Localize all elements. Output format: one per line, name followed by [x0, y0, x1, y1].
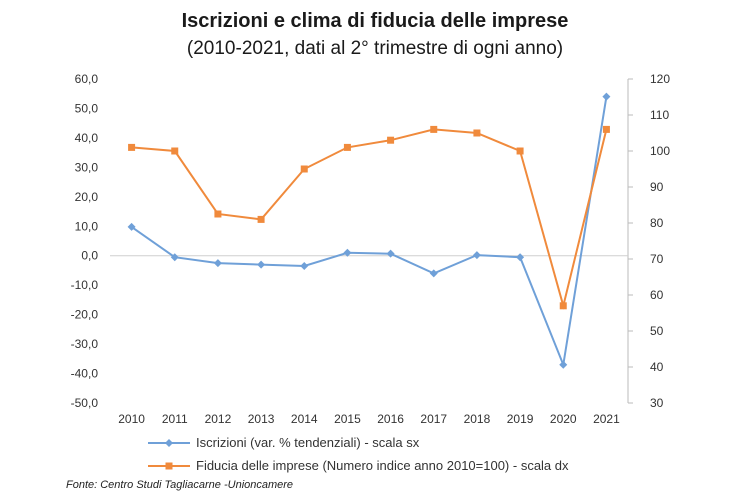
x-axis-tick-label: 2019	[507, 412, 534, 426]
iscrizioni-point	[300, 262, 309, 271]
iscrizioni-point	[213, 259, 222, 268]
left-axis-tick-label: 60,0	[75, 72, 99, 86]
fiducia-point	[602, 125, 610, 133]
iscrizioni-point	[602, 92, 611, 101]
legend-marker	[165, 439, 173, 447]
fiducia-point	[516, 147, 524, 155]
x-axis-tick-label: 2018	[464, 412, 491, 426]
iscrizioni-point	[170, 253, 179, 262]
legend-label-iscrizioni: Iscrizioni (var. % tendenziali) - scala …	[196, 435, 420, 450]
legend-marker	[165, 462, 173, 470]
fiducia-point	[300, 165, 308, 173]
fiducia-point	[343, 143, 351, 151]
x-axis-tick-label: 2013	[248, 412, 275, 426]
right-axis-tick-label: 50	[650, 324, 664, 338]
left-axis-tick-label: -50,0	[71, 396, 99, 410]
fiducia-point	[257, 215, 265, 223]
iscrizioni-point	[257, 260, 266, 269]
fiducia-line	[131, 128, 608, 310]
fiducia-point	[214, 210, 222, 218]
left-axis-tick-label: -30,0	[71, 337, 99, 351]
left-axis-tick-label: 20,0	[75, 190, 99, 204]
x-axis-tick-label: 2011	[162, 412, 188, 426]
left-axis-tick-label: 0,0	[81, 249, 98, 263]
fiducia-point	[128, 143, 136, 151]
chart-title: Iscrizioni e clima di fiducia delle impr…	[181, 10, 569, 32]
right-axis-tick-label: 80	[650, 216, 664, 230]
left-axis-tick-label: 40,0	[75, 131, 99, 145]
iscrizioni-point	[343, 248, 352, 257]
chart-subtitle: (2010-2021, dati al 2° trimestre di ogni…	[186, 38, 564, 59]
right-axis-tick-label: 90	[650, 180, 664, 194]
legend-label-fiducia: Fiducia delle imprese (Numero indice ann…	[196, 458, 569, 473]
right-axis-tick-label: 100	[650, 144, 670, 158]
left-axis-tick-label: -10,0	[71, 278, 99, 292]
iscrizioni-point	[429, 269, 438, 278]
iscrizioni-point	[559, 360, 568, 369]
x-axis-tick-label: 2020	[550, 412, 577, 426]
left-axis-tick-label: -20,0	[71, 308, 99, 322]
right-axis-tick-label: 30	[650, 396, 664, 410]
x-axis-tick-label: 2012	[205, 412, 232, 426]
x-axis-tick-label: 2016	[377, 412, 404, 426]
iscrizioni-point	[386, 249, 395, 258]
fiducia-point	[559, 302, 567, 310]
left-axis-tick-label: -40,0	[71, 367, 99, 381]
x-axis-tick-label: 2014	[291, 412, 318, 426]
iscrizioni-point	[127, 222, 136, 231]
right-axis-tick-label: 40	[650, 360, 664, 374]
x-axis-tick-label: 2017	[420, 412, 447, 426]
x-axis-tick-label: 2015	[334, 412, 361, 426]
left-axis-tick-label: 30,0	[75, 160, 99, 174]
x-axis-tick-label: 2021	[593, 412, 620, 426]
iscrizioni-point	[516, 253, 525, 262]
right-axis-tick-label: 110	[650, 108, 669, 122]
fiducia-point	[473, 129, 481, 137]
right-axis-tick-label: 120	[650, 72, 670, 86]
right-axis-tick-label: 70	[650, 252, 664, 266]
x-axis-tick-label: 2010	[118, 412, 145, 426]
iscrizioni-point	[472, 251, 481, 260]
left-axis-tick-label: 10,0	[75, 219, 99, 233]
source-note: Fonte: Centro Studi Tagliacarne -Unionca…	[66, 479, 294, 491]
fiducia-point	[387, 136, 395, 144]
iscrizioni-line	[131, 96, 608, 369]
left-axis-tick-label: 50,0	[75, 101, 99, 115]
fiducia-point	[430, 125, 438, 133]
right-axis-tick-label: 60	[650, 288, 664, 302]
fiducia-point	[171, 147, 179, 155]
